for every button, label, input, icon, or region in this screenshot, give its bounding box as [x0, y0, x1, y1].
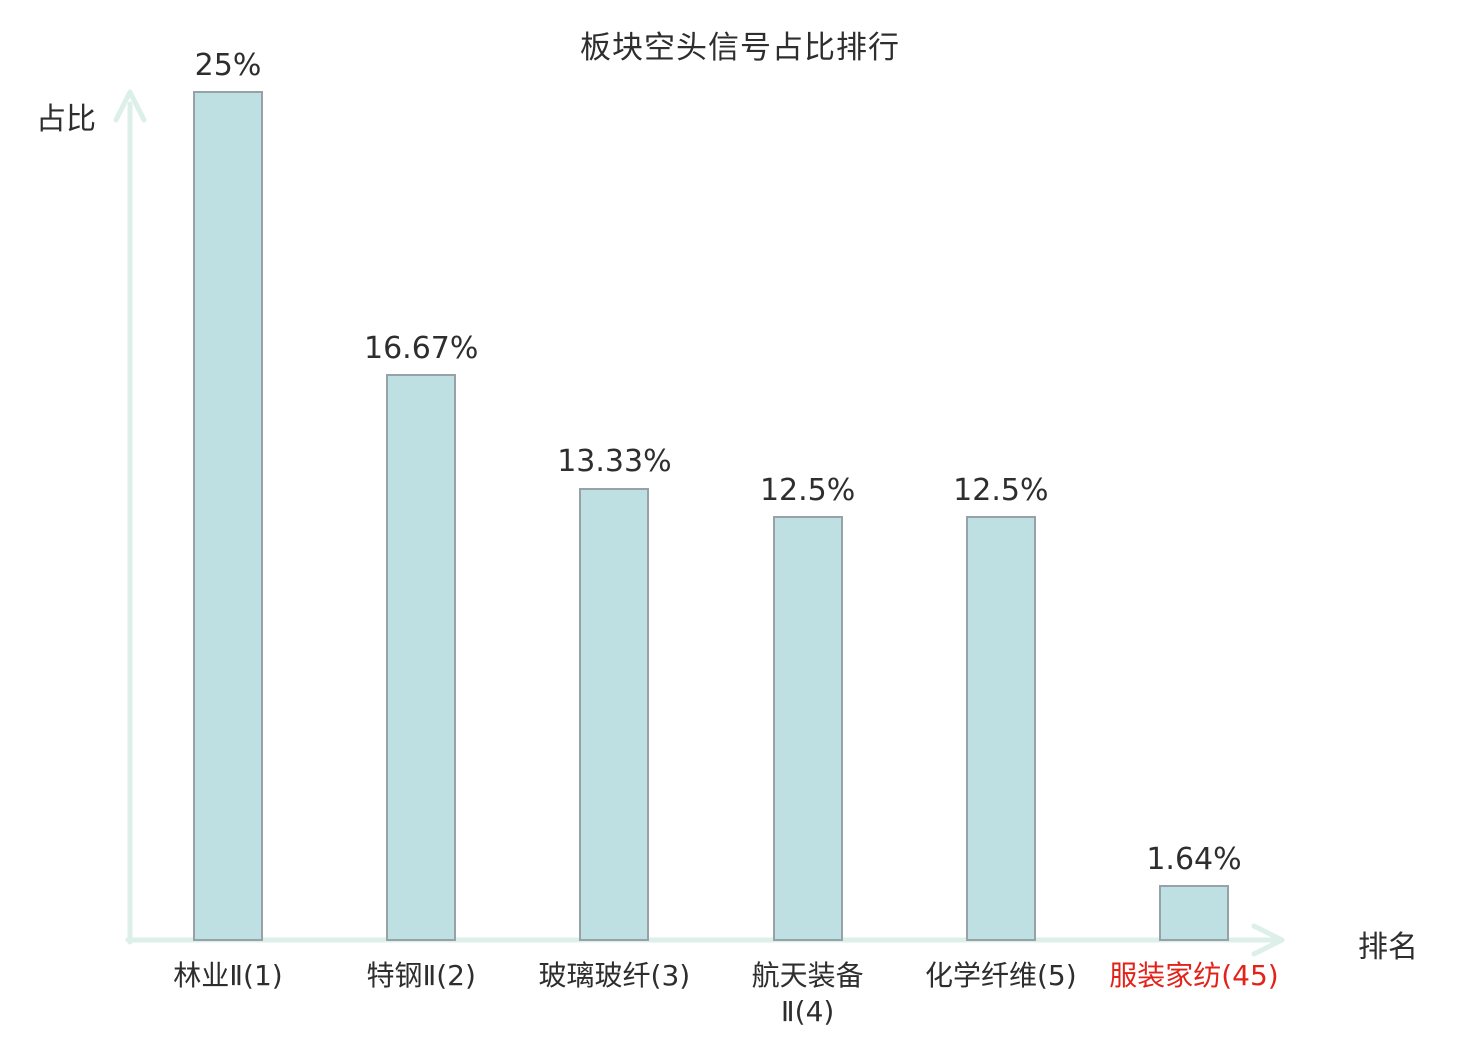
category-label-1: 林业Ⅱ(1) — [173, 959, 283, 992]
x-axis-arrowhead — [1251, 923, 1285, 957]
y-axis-arrowhead — [113, 89, 147, 123]
bar-value-label-2: 16.67% — [363, 330, 479, 366]
x-axis-label: 排名 — [1358, 930, 1418, 965]
bar-value-label-1: 25% — [194, 47, 262, 83]
bar-3 — [579, 487, 650, 941]
bar-value-label-4: 12.5% — [759, 472, 856, 508]
category-label-2: 特钢Ⅱ(2) — [366, 959, 476, 992]
category-label-3: 玻璃玻纤(3) — [538, 959, 691, 992]
bar-5 — [965, 516, 1036, 941]
y-axis-label: 占比 — [36, 102, 96, 137]
chart-title: 板块空头信号占比排行 — [580, 30, 900, 66]
bar-value-label-6: 1.64% — [1146, 841, 1242, 877]
bar-6 — [1159, 885, 1229, 941]
category-label-6: 服装家纺(45) — [1109, 959, 1279, 992]
bar-4 — [772, 516, 843, 941]
bar-1 — [193, 91, 263, 941]
bar-value-label-5: 12.5% — [953, 472, 1049, 508]
bar-value-label-3: 13.33% — [557, 444, 672, 480]
bar-2 — [386, 374, 457, 941]
category-label-5: 化学纤维(5) — [924, 959, 1077, 992]
category-label-4: 航天装备 Ⅱ(4) — [751, 959, 864, 1029]
